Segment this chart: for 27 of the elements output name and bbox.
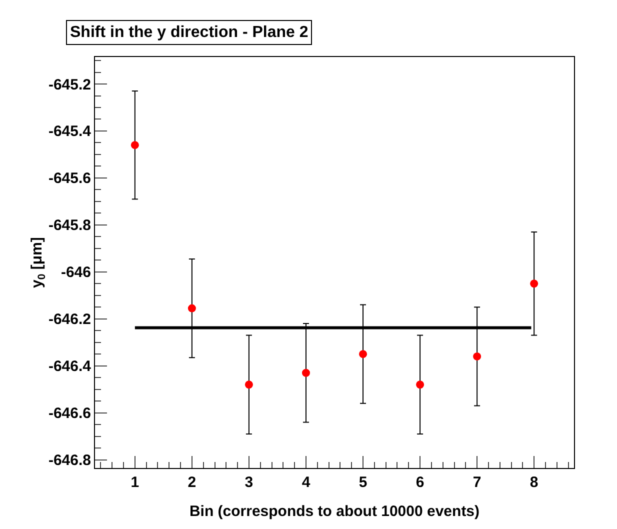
x-tick-label: 6 xyxy=(416,474,424,491)
x-tick-label: 3 xyxy=(244,474,254,491)
point xyxy=(416,380,424,389)
x-tick-label: 5 xyxy=(358,474,368,491)
x-tick-label: 7 xyxy=(472,474,482,491)
point xyxy=(473,352,482,360)
x-axis-title: Bin (corresponds to about 10000 events) xyxy=(189,503,480,520)
chart-title: Shift in the y direction - Plane 2 xyxy=(70,24,308,41)
point xyxy=(244,380,253,389)
y-tick-label: -645.4 xyxy=(48,123,92,140)
y-tick-label: -646.6 xyxy=(48,405,91,422)
y-tick-label: -645.2 xyxy=(48,76,91,94)
x-tick-label: 2 xyxy=(188,474,196,491)
y-tick-label: -646.8 xyxy=(48,452,91,470)
point xyxy=(302,368,310,377)
y-tick-label: -645.8 xyxy=(48,217,91,234)
x-tick-label: 1 xyxy=(130,474,140,491)
point xyxy=(188,304,196,312)
x-tick-label: 4 xyxy=(302,474,311,491)
y-tick-label: -646.4 xyxy=(48,358,92,376)
y-tick-label: -645.6 xyxy=(48,170,91,188)
point xyxy=(130,141,139,150)
point xyxy=(530,280,538,288)
y-tick-label: -646 xyxy=(60,264,91,282)
point xyxy=(359,350,368,358)
y-tick-label: -646.2 xyxy=(48,311,91,328)
x-tick-label: 8 xyxy=(530,474,538,491)
